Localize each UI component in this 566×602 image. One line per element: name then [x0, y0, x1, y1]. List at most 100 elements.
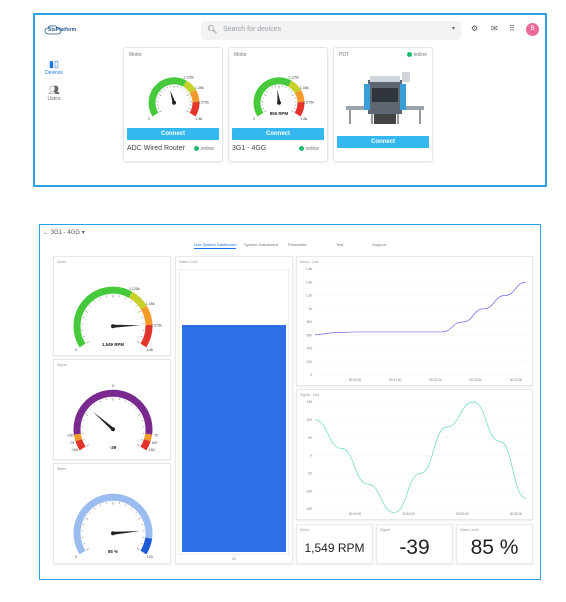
- series-line: [314, 401, 527, 513]
- gauge-tick: [268, 88, 270, 91]
- signal-chart-panel: Signal - Live -150 -100 -50 0 50 100 150 00:00:…: [296, 389, 533, 520]
- gauge-tick: [135, 305, 137, 307]
- gauge-tick: [188, 108, 191, 110]
- gauge-label: 0: [148, 117, 150, 121]
- gauge-label: 150: [149, 448, 155, 452]
- gauge-tick: [85, 413, 89, 416]
- gauge-tick: [94, 300, 96, 303]
- gauge-tick: [157, 108, 160, 110]
- gauge-tick: [141, 336, 143, 338]
- gauge-arc: [73, 493, 153, 555]
- card-title: Motor: [129, 52, 142, 58]
- gauge-label: -75: [69, 441, 74, 445]
- online-dot: [193, 146, 199, 152]
- nav-item-users[interactable]: 👥︎ Users: [39, 85, 69, 102]
- device-card[interactable]: Motor 0 1.125k 1.35k 1.575k 1.8k Connect ADC…: [123, 47, 223, 162]
- motor-chart-panel: Motor - Live 0 200 400 600 800 1k 1.2k 1.4k 1.6k…: [296, 256, 533, 386]
- gauge-arc: [189, 101, 200, 117]
- gauge-arc: [128, 291, 147, 310]
- y-tick-label: 0: [310, 454, 312, 458]
- gauge-tick: [83, 439, 85, 441]
- avatar[interactable]: B: [526, 23, 539, 36]
- panel-label: Water: [57, 467, 67, 471]
- gauge-arc: [75, 438, 86, 451]
- gauge-tick: [293, 108, 296, 110]
- gauge-tick: [86, 341, 90, 344]
- gauge-tick: [288, 88, 290, 91]
- panel-label: Signal: [57, 363, 67, 367]
- stat-signal: Signal -39: [376, 524, 453, 564]
- x-tick-label: 00:24:00: [510, 378, 523, 382]
- chevron-down-icon[interactable]: ▾: [81, 230, 85, 236]
- gauge-tick: [291, 110, 294, 113]
- connect-button[interactable]: Connect: [337, 136, 429, 148]
- search-icon: 🔍︎: [207, 25, 218, 34]
- gauge-tick: [130, 507, 132, 510]
- gauge-hub: [111, 531, 115, 536]
- settings-icon[interactable]: ⚙: [471, 24, 479, 33]
- logo-text: StsPlatform: [48, 27, 77, 33]
- status-text: online: [200, 146, 214, 152]
- gauge-tick: [186, 110, 189, 113]
- gauge-arc: [143, 433, 153, 442]
- device-card[interactable]: PDT online Connect: [333, 47, 433, 162]
- connect-button[interactable]: Connect: [127, 128, 219, 140]
- device-title: 3G1 - 4GG: [50, 230, 81, 236]
- app-logo[interactable]: StsPlatform: [43, 24, 76, 36]
- gauge-tick: [262, 108, 265, 110]
- tab-parameter[interactable]: Parameter: [288, 242, 307, 247]
- back-arrow-icon[interactable]: ←: [43, 230, 49, 236]
- gauge-needle: [112, 324, 140, 328]
- gauge-label: 1.125k: [129, 287, 140, 291]
- mail-icon[interactable]: ✉: [491, 24, 498, 33]
- gauge-label: 0: [112, 384, 114, 388]
- gauge-label: 1.125k: [288, 76, 299, 80]
- search-input[interactable]: Search for devices: [223, 26, 281, 33]
- connect-button[interactable]: Connect: [232, 128, 324, 140]
- y-tick-label: 1.6k: [306, 267, 312, 271]
- panel-label: Motor - Live: [300, 260, 319, 264]
- gauge-tick: [265, 91, 268, 93]
- gauge-arc: [140, 537, 153, 555]
- gauge-tick: [130, 403, 132, 406]
- stat-label: Motor: [300, 528, 309, 532]
- gauge-arc: [140, 324, 153, 348]
- gauge-label: -100: [71, 448, 78, 452]
- gauge-tick: [83, 336, 85, 338]
- nav-label: Devices: [45, 70, 63, 76]
- tab-test[interactable]: Test: [336, 242, 344, 247]
- status-badge: online: [406, 52, 427, 58]
- gauge-tick: [137, 310, 141, 313]
- chevron-down-icon[interactable]: ▾: [451, 26, 455, 32]
- tab-support[interactable]: Support: [372, 242, 387, 247]
- device-card[interactable]: Motor 0 1.125k 1.35k 1.575k 1.8k 855 RPM Conn…: [228, 47, 328, 162]
- y-tick-label: 1k: [309, 307, 313, 311]
- top-bar: StsPlatform 🔍︎ Search for devices ▾ ⚙ ✉ …: [35, 15, 545, 45]
- water-level-fill: [182, 324, 286, 552]
- apps-grid-icon[interactable]: ⠿: [509, 24, 515, 33]
- gauge-label: 100: [151, 441, 157, 445]
- stat-motor: Motor 1,549 RPM: [296, 524, 373, 564]
- motor-line-chart: 0 200 400 600 800 1k 1.2k 1.4k 1.6k 00:20:00 00:21…: [306, 267, 527, 382]
- search-bar[interactable]: 🔍︎ Search for devices ▾: [201, 21, 461, 40]
- water-gauge: 0 100 85 %: [73, 493, 153, 559]
- gauge-tick: [89, 408, 91, 410]
- gauge-tick: [185, 91, 188, 93]
- tab-system-dashboard[interactable]: System Dashboard: [244, 242, 279, 247]
- gauge-arc: [294, 101, 305, 117]
- device-name: 3G1 - 4GG: [232, 145, 267, 152]
- y-tick-label: 400: [307, 347, 313, 351]
- gauge-needle: [170, 90, 176, 104]
- y-tick-label: 0: [310, 373, 312, 377]
- stat-value: 85 %: [470, 536, 519, 559]
- tab-live-system-dashboard[interactable]: Live System Dashboard: [194, 242, 237, 249]
- nav-item-devices[interactable]: ▮▯ Devices: [39, 59, 69, 76]
- y-tick-label: 100: [307, 418, 313, 422]
- panel-label: Motor: [57, 260, 66, 264]
- water-level-track: [179, 269, 289, 555]
- x-tick-label: 00:20:00: [456, 512, 469, 516]
- gauge-tick: [99, 400, 101, 402]
- gauge-tick: [183, 88, 185, 91]
- panel-label: Signal - Live: [300, 393, 320, 397]
- y-tick-label: 50: [308, 436, 312, 440]
